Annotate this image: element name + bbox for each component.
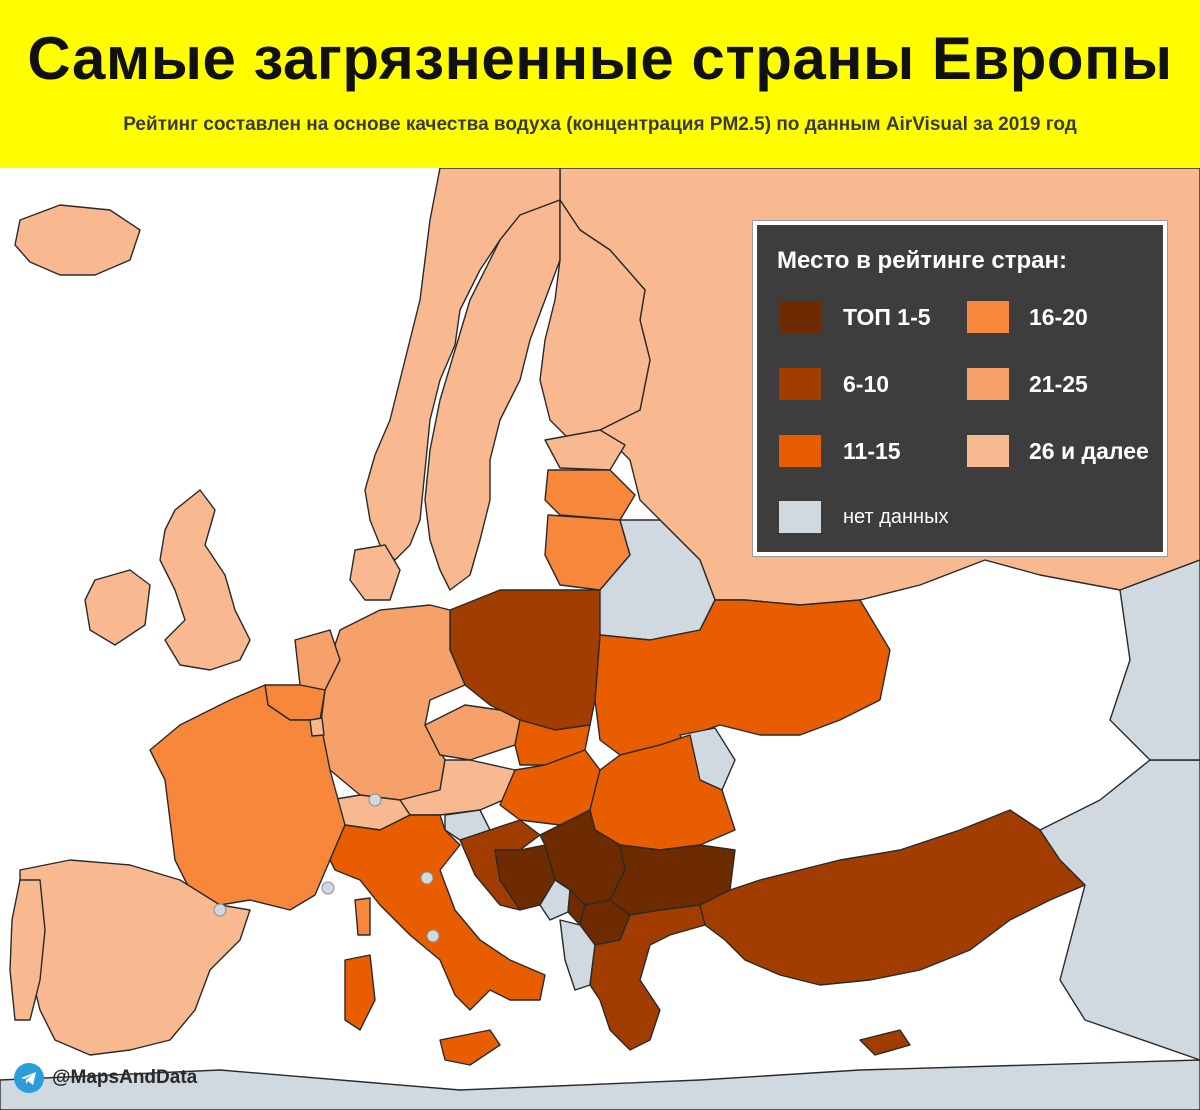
region-czechia xyxy=(424,704,521,761)
region-france xyxy=(149,684,346,911)
credit[interactable]: @MapsAndData xyxy=(14,1062,197,1094)
region-portugal xyxy=(9,879,46,1021)
region-sicily xyxy=(439,1029,501,1066)
region-iceland xyxy=(14,204,141,276)
region-italy xyxy=(329,814,546,1011)
legend-swatch-no-data xyxy=(779,501,821,533)
region-greece xyxy=(589,904,706,1051)
region-sweden xyxy=(424,199,561,591)
legend-swatch-top-1-5 xyxy=(779,301,821,333)
region-latvia xyxy=(544,469,636,521)
legend-box: Место в рейтинге стран: ТОП 1-5 6-10 11-… xyxy=(753,221,1167,556)
title-banner: Самые загрязненные страны Европы Рейтинг… xyxy=(0,0,1200,168)
region-turkey xyxy=(699,809,1086,986)
region-corsica xyxy=(354,897,371,936)
legend-label-top-1-5: ТОП 1-5 xyxy=(843,304,931,330)
region-estonia xyxy=(544,429,626,471)
legend-title: Место в рейтинге стран: xyxy=(777,247,1067,274)
region-uk xyxy=(159,489,251,671)
credit-handle: @MapsAndData xyxy=(52,1067,198,1088)
region-slovakia xyxy=(514,719,591,766)
page-subtitle: Рейтинг составлен на основе качества вод… xyxy=(123,114,1077,135)
region-netherlands xyxy=(294,629,341,691)
region-caucasus-middle-east xyxy=(1039,759,1200,1061)
legend-swatch-11-15 xyxy=(779,435,821,467)
legend-label-6-10: 6-10 xyxy=(843,371,890,397)
region-luxembourg xyxy=(309,717,325,737)
marker-monaco xyxy=(321,881,335,895)
region-spain xyxy=(19,859,251,1056)
legend-swatch-6-10 xyxy=(779,368,821,400)
legend-swatch-21-25 xyxy=(967,368,1009,400)
legend-swatch-16-20 xyxy=(967,301,1009,333)
region-sardinia xyxy=(344,954,376,1031)
marker-liechtenstein xyxy=(368,793,382,807)
telegram-icon xyxy=(14,1063,44,1093)
marker-andorra xyxy=(213,903,227,917)
legend-label-26-plus: 26 и далее xyxy=(1029,438,1149,464)
legend-swatch-26-plus xyxy=(967,435,1009,467)
region-ireland xyxy=(84,569,151,646)
legend-label-no-data: нет данных xyxy=(843,506,949,528)
region-cyprus xyxy=(859,1029,911,1056)
page-title: Самые загрязненные страны Европы xyxy=(27,25,1173,92)
legend-label-21-25: 21-25 xyxy=(1029,371,1088,397)
legend-label-11-15: 11-15 xyxy=(843,438,901,464)
region-denmark xyxy=(349,544,401,601)
region-north-africa xyxy=(0,1059,1200,1110)
legend-label-16-20: 16-20 xyxy=(1029,304,1088,330)
marker-vatican xyxy=(426,929,440,943)
region-kazakhstan xyxy=(1109,559,1200,761)
marker-san-marino xyxy=(420,871,434,885)
